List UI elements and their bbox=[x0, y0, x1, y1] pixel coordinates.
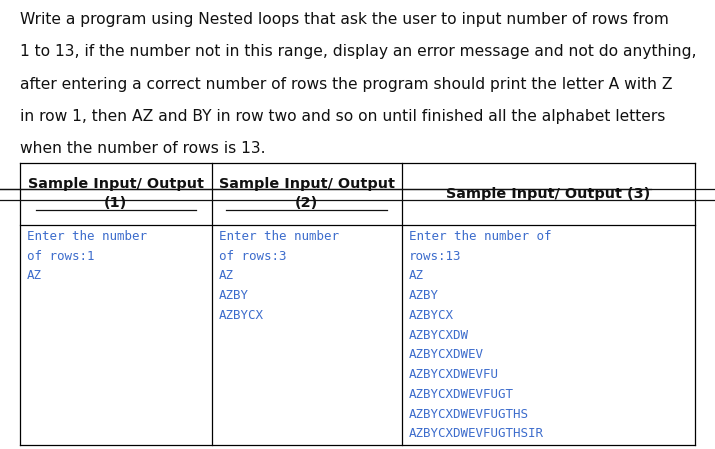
Text: Sample Input/ Output
(2): Sample Input/ Output (2) bbox=[219, 177, 395, 210]
Text: Sample Input/ Output
(1): Sample Input/ Output (1) bbox=[28, 177, 204, 210]
Text: Enter the number: Enter the number bbox=[219, 230, 339, 243]
Text: AZBYCXDWEVFU: AZBYCXDWEVFU bbox=[409, 368, 499, 381]
Text: AZBYCX: AZBYCX bbox=[409, 309, 454, 322]
Text: when the number of rows is 13.: when the number of rows is 13. bbox=[20, 141, 265, 156]
Text: AZBYCXDWEVFUGTHSIRJQ: AZBYCXDWEVFUGTHSIRJQ bbox=[409, 447, 559, 449]
Text: AZBYCXDWEVFUGTHS: AZBYCXDWEVFUGTHS bbox=[409, 408, 529, 421]
Text: of rows:3: of rows:3 bbox=[219, 250, 286, 263]
Text: AZBYCXDWEVFUGT: AZBYCXDWEVFUGT bbox=[409, 388, 514, 401]
Text: AZ: AZ bbox=[27, 269, 42, 282]
Text: of rows:1: of rows:1 bbox=[27, 250, 94, 263]
Text: 1 to 13, if the number not in this range, display an error message and not do an: 1 to 13, if the number not in this range… bbox=[20, 44, 696, 59]
Text: AZBYCXDWEV: AZBYCXDWEV bbox=[409, 348, 484, 361]
Text: AZBY: AZBY bbox=[409, 289, 439, 302]
Text: Enter the number: Enter the number bbox=[27, 230, 147, 243]
Text: AZ: AZ bbox=[219, 269, 234, 282]
Text: Sample Input/ Output (3): Sample Input/ Output (3) bbox=[446, 186, 651, 201]
Text: AZ: AZ bbox=[409, 269, 424, 282]
Text: after entering a correct number of rows the program should print the letter A wi: after entering a correct number of rows … bbox=[20, 77, 673, 92]
Text: in row 1, then AZ and BY in row two and so on until finished all the alphabet le: in row 1, then AZ and BY in row two and … bbox=[20, 109, 666, 124]
Text: AZBY: AZBY bbox=[219, 289, 249, 302]
Text: AZBYCXDWEVFUGTHSIR: AZBYCXDWEVFUGTHSIR bbox=[409, 427, 544, 440]
Text: Write a program using Nested loops that ask the user to input number of rows fro: Write a program using Nested loops that … bbox=[20, 12, 669, 27]
Text: rows:13: rows:13 bbox=[409, 250, 461, 263]
Text: AZBYCX: AZBYCX bbox=[219, 309, 264, 322]
Text: Enter the number of: Enter the number of bbox=[409, 230, 551, 243]
Text: AZBYCXDW: AZBYCXDW bbox=[409, 329, 469, 342]
